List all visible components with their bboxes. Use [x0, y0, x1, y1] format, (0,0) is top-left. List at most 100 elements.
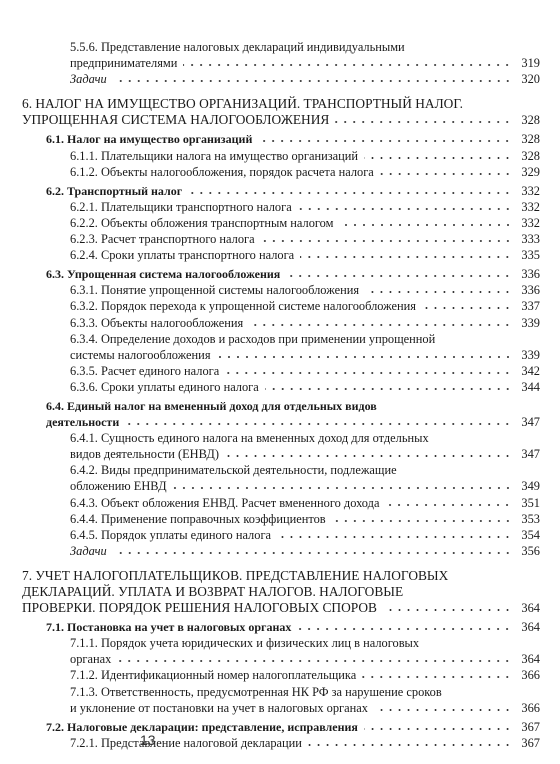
toc-entry: 6.3.1. Понятие упрощенной системы налого… [0, 282, 540, 298]
dot-leader [188, 190, 512, 195]
toc-line: 6.3.3. Объекты налогообложения 339 [70, 315, 540, 331]
entry-title: 6.4. Единый налог на вмененный доход для… [46, 398, 377, 413]
toc-line: 6.3.6. Сроки уплаты единого налога 344 [70, 379, 540, 395]
toc-line: 6.4.4. Применение поправочных коэффициен… [70, 511, 540, 527]
toc-entry: Задачи 356 [0, 543, 540, 559]
entry-title: 6.1.2. Объекты налогообложения, порядок … [70, 164, 374, 179]
toc-line: 6. НАЛОГ НА ИМУЩЕСТВО ОРГАНИЗАЦИЙ. ТРАНС… [22, 96, 540, 112]
toc-line: предпринимателями 319 [70, 55, 540, 71]
dot-leader [297, 206, 512, 211]
page-number: 364 [521, 601, 540, 616]
toc-entry: 7.1.1. Порядок учета юридических и физич… [0, 635, 540, 667]
page-number: 339 [521, 315, 540, 330]
page-number: 354 [521, 527, 540, 542]
entry-title: УПРОЩЕННАЯ СИСТЕМА НАЛОГООБЛОЖЕНИЯ [22, 112, 330, 128]
toc-entry: 5.5.6. Представление налоговых деклараци… [0, 39, 540, 71]
entry-title: 7.1.1. Порядок учета юридических и физич… [70, 636, 420, 651]
toc-line: 7.2. Налоговые декларации: представление… [46, 719, 540, 735]
entry-title: ДЕКЛАРАЦИЙ. УПЛАТА И ВОЗВРАТ НАЛОГОВ. НА… [22, 584, 404, 599]
toc-entry: 7.1. Постановка на учет в налоговых орга… [0, 619, 540, 635]
toc-entry: 6.1.2. Объекты налогообложения, порядок … [0, 164, 540, 180]
toc-entry: 6.3. Упрощенная система налогообложения 3… [0, 266, 540, 282]
page-number: 342 [521, 363, 540, 378]
toc-line: и уклонение от постановки на учет в нало… [70, 700, 540, 716]
toc-entry: 6.4.3. Объект обложения ЕНВД. Расчет вме… [0, 495, 540, 511]
toc-entry: 6. НАЛОГ НА ИМУЩЕСТВО ОРГАНИЗАЦИЙ. ТРАНС… [0, 96, 540, 128]
dot-leader [225, 370, 512, 375]
page-number: 367 [521, 719, 540, 734]
dot-leader [379, 171, 512, 176]
page-number: 367 [521, 735, 540, 750]
entry-title: 6.3.4. Определение доходов и расходов пр… [70, 331, 436, 346]
dot-leader [373, 707, 512, 712]
toc-line: органах 364 [70, 651, 540, 667]
toc-entry: 6.2.2. Объекты обложения транспортным на… [0, 215, 540, 231]
entry-title: 7. УЧЕТ НАЛОГОПЛАТЕЛЬЩИКОВ. ПРЕДСТАВЛЕНИ… [22, 567, 449, 583]
toc-entry: 6.1.1. Плательщики налога на имущество о… [0, 148, 540, 164]
table-of-contents: 5.5.6. Представление налоговых деклараци… [0, 39, 540, 751]
page-number: 349 [521, 479, 540, 494]
toc-line: 5.5.6. Представление налоговых деклараци… [70, 39, 540, 55]
entry-title: 6. НАЛОГ НА ИМУЩЕСТВО ОРГАНИЗАЦИЙ. ТРАНС… [22, 96, 463, 112]
dot-leader [300, 255, 512, 260]
entry-title: 6.3.2. Порядок перехода к упрощенной сис… [70, 299, 417, 314]
entry-title: системы налогообложения [70, 347, 211, 362]
page-number: 333 [521, 232, 540, 247]
dot-leader [224, 454, 512, 459]
toc-entry: 6.2.1. Плательщики транспортного налога 3… [0, 199, 540, 215]
toc-entry: 6.4. Единый налог на вмененный доход для… [0, 398, 540, 430]
dot-leader [183, 63, 512, 68]
toc-entry: 6.3.6. Сроки уплаты единого налога 344 [0, 379, 540, 395]
dot-leader [339, 222, 512, 227]
toc-entry: 7.1.3. Ответственность, предусмотренная … [0, 684, 540, 716]
toc-line: 6.3.2. Порядок перехода к упрощенной сис… [70, 298, 540, 314]
page-number: 366 [521, 700, 540, 715]
entry-title: деятельности [46, 415, 120, 430]
toc-line: 6.2.1. Плательщики транспортного налога 3… [70, 199, 540, 215]
toc-line: Задачи 356 [70, 543, 540, 559]
dot-leader [112, 550, 512, 555]
dot-leader [382, 608, 512, 613]
toc-line: 7.1.2. Идентификационный номер налогопла… [70, 667, 540, 683]
toc-entry: 7.2.1. Представление налоговой деклараци… [0, 735, 540, 751]
dot-leader [364, 155, 512, 160]
dot-leader [286, 274, 512, 279]
toc-line: 7.2.1. Представление налоговой деклараци… [70, 735, 540, 751]
toc-line: видов деятельности (ЕНВД) 347 [70, 446, 540, 462]
page-number: 351 [521, 495, 540, 510]
page-number: 364 [521, 652, 540, 667]
toc-line: 6.1. Налог на имущество организаций 328 [46, 131, 540, 147]
toc-line: 6.4. Единый налог на вмененный доход для… [46, 398, 540, 414]
page-number: 332 [521, 199, 540, 214]
toc-entry: Задачи 320 [0, 71, 540, 87]
dot-leader [249, 322, 512, 327]
entry-title: 6.4.3. Объект обложения ЕНВД. Расчет вме… [70, 495, 380, 510]
dot-leader [117, 659, 512, 664]
toc-line: 7.1.3. Ответственность, предусмотренная … [70, 684, 540, 700]
entry-title: 6.3.3. Объекты налогообложения [70, 315, 244, 330]
page-number: 353 [521, 511, 540, 526]
dot-leader [365, 290, 512, 295]
toc-entry: 6.4.5. Порядок уплаты единого налога 354 [0, 527, 540, 543]
toc-line: 6.3. Упрощенная система налогообложения 3… [46, 266, 540, 282]
page-number: 332 [521, 183, 540, 198]
dot-leader [260, 239, 512, 244]
toc-line: 6.4.1. Сущность единого налога на вменен… [70, 430, 540, 446]
entry-title: 6.2.4. Сроки уплаты транспортного налога [70, 248, 295, 263]
toc-line: 7.1.1. Порядок учета юридических и физич… [70, 635, 540, 651]
toc-entry: 6.2.4. Сроки уплаты транспортного налога… [0, 247, 540, 263]
page-number: 13 [140, 732, 156, 748]
page-number: 366 [521, 668, 540, 683]
page-number: 339 [521, 347, 540, 362]
entry-title: Задачи [70, 72, 107, 87]
entry-title: видов деятельности (ЕНВД) [70, 447, 219, 462]
dot-leader [422, 306, 512, 311]
toc-line: 6.2.4. Сроки уплаты транспортного налога… [70, 247, 540, 263]
page-number: 364 [521, 620, 540, 635]
toc-entry: 6.3.4. Определение доходов и расходов пр… [0, 331, 540, 363]
entry-title: 6.4.2. Виды предпринимательской деятельн… [70, 463, 397, 478]
entry-title: 6.2.3. Расчет транспортного налога [70, 232, 255, 247]
entry-title: 7.2. Налоговые декларации: представление… [46, 719, 358, 734]
entry-title: 6.3.6. Сроки уплаты единого налога [70, 379, 259, 394]
page-number: 335 [521, 248, 540, 263]
